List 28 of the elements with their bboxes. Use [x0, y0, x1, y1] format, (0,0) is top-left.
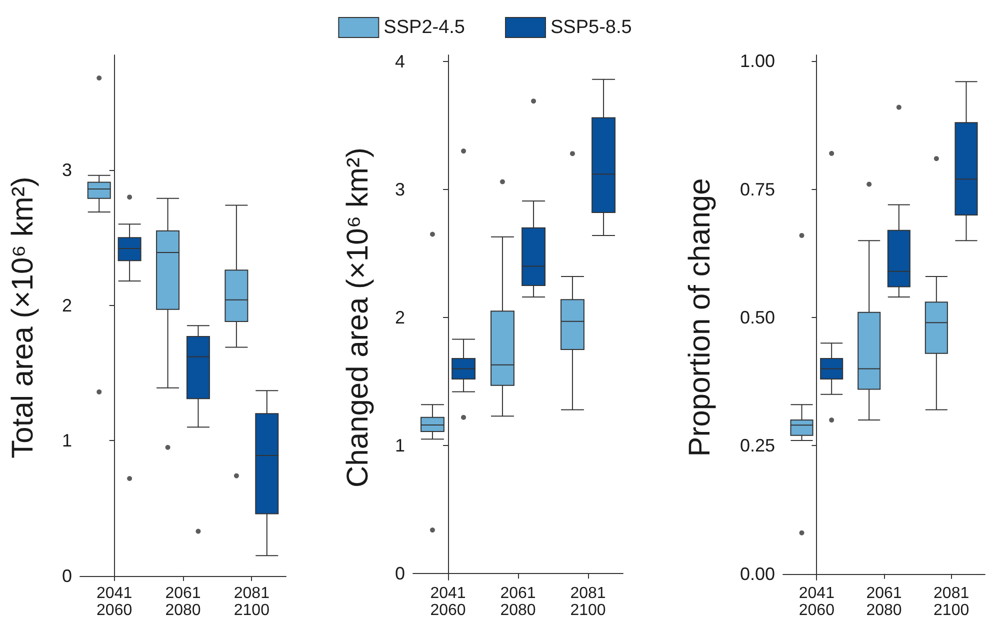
x-tick-label: 2081 2100: [234, 585, 270, 619]
y-tick-label: 0.25: [740, 436, 775, 456]
y-tick-label: 2: [394, 308, 405, 328]
y-tick-label: 0.75: [740, 179, 775, 200]
x-tick-label: 2061 2080: [500, 585, 536, 619]
y-axis-title: Proportion of change: [684, 178, 716, 457]
x-tick-label: 2041 2060: [96, 585, 132, 619]
y-tick-label: 0: [62, 566, 72, 586]
y-axis-title: Total area (×10⁶ km²): [6, 176, 40, 458]
y-tick-label: 3: [394, 179, 405, 200]
y-axis-title: Changed area (×10⁶ km²): [342, 147, 374, 488]
y-tick-label: 0.00: [740, 564, 775, 584]
x-tick-label: 2061 2080: [866, 585, 902, 619]
x-tick-label: 2041 2060: [430, 585, 466, 619]
y-tick-label: 1.00: [740, 51, 775, 72]
y-tick-label: 1: [62, 430, 72, 451]
legend-label: SSP2-4.5: [384, 17, 466, 38]
x-tick-label: 2081 2100: [934, 585, 970, 619]
y-tick-label: 2: [62, 295, 72, 316]
legend-label: SSP5-8.5: [550, 17, 632, 38]
y-tick-label: 3: [62, 160, 72, 180]
x-tick-label: 2041 2060: [798, 585, 835, 619]
y-tick-label: 4: [394, 51, 405, 72]
y-tick-label: 1: [394, 436, 405, 456]
x-tick-label: 2061 2080: [165, 585, 201, 619]
y-tick-label: 0: [394, 564, 405, 584]
x-tick-label: 2081 2100: [570, 585, 606, 619]
y-tick-label: 0.50: [740, 308, 775, 328]
